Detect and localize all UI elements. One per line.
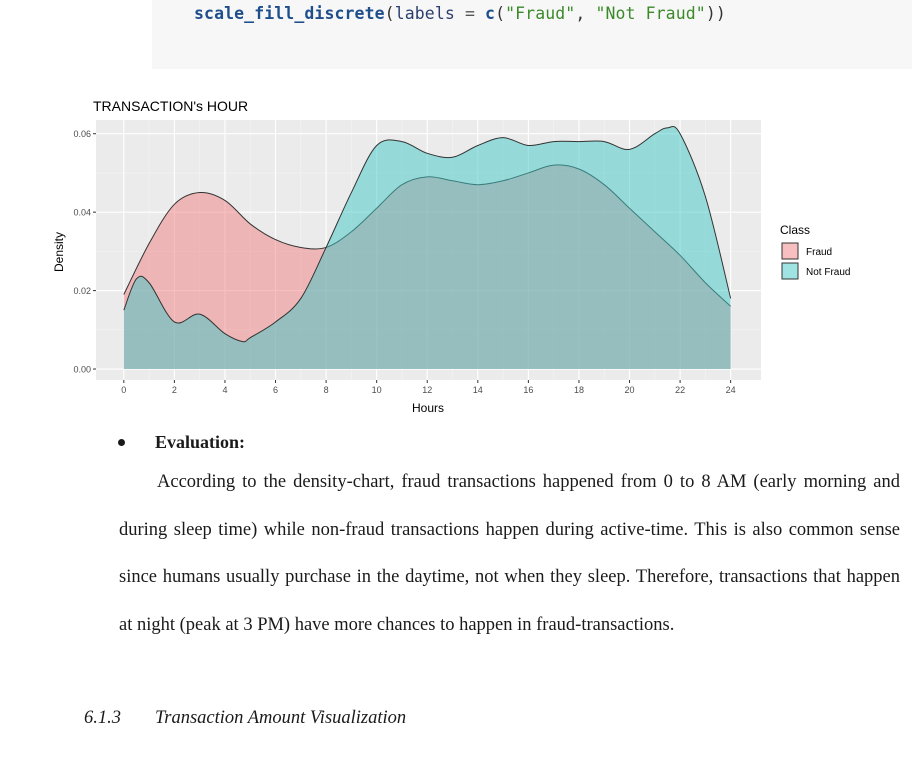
x-tick-label: 18	[574, 385, 584, 395]
bullet-item: Evaluation:	[118, 432, 245, 453]
x-tick-label: 8	[324, 385, 329, 395]
density-areas	[123, 126, 732, 370]
x-tick-label: 24	[726, 385, 736, 395]
evaluation-paragraph: According to the density-chart, fraud tr…	[119, 472, 900, 635]
code-function: scale_fill_discrete	[194, 4, 385, 23]
code-operator: =	[454, 4, 486, 23]
y-axis-label: Density	[52, 232, 66, 272]
code-close: ))	[705, 4, 726, 23]
code-line: scale_fill_discrete(labels = c("Fraud", …	[194, 4, 726, 23]
legend: Class Fraud Not Fraud	[780, 223, 850, 280]
x-tick-label: 2	[172, 385, 177, 395]
x-axis-label: Hours	[412, 401, 444, 415]
section-heading: 6.1.3 Transaction Amount Visualization	[84, 708, 406, 729]
section-number: 6.1.3	[84, 708, 121, 728]
y-tick-label: 0.04	[73, 208, 91, 218]
legend-title: Class	[780, 223, 810, 237]
x-tick-label: 10	[372, 385, 382, 395]
x-tick-label: 16	[523, 385, 533, 395]
x-tick-label: 12	[422, 385, 432, 395]
x-tick-label: 4	[222, 385, 227, 395]
code-string-fraud: "Fraud"	[505, 4, 576, 23]
y-tick-label: 0.00	[73, 365, 91, 375]
code-argument: labels	[394, 4, 455, 23]
code-block: scale_fill_discrete(labels = c("Fraud", …	[152, 0, 912, 69]
x-axis-ticks: 0 2 4 6 8 10 12 14 16 18 20 22 24	[121, 380, 736, 395]
code-c-function: c	[485, 4, 496, 23]
x-tick-label: 6	[273, 385, 278, 395]
chart-title: TRANSACTION's HOUR	[93, 98, 248, 114]
y-axis-ticks: 0.00 0.02 0.04 0.06	[73, 129, 96, 375]
code-string-not-fraud: "Not Fraud"	[595, 4, 706, 23]
y-tick-label: 0.06	[73, 129, 91, 139]
legend-key-fraud	[781, 242, 799, 260]
bullet-heading: Evaluation:	[155, 432, 246, 452]
legend-label-fraud: Fraud	[806, 247, 832, 258]
x-tick-label: 14	[473, 385, 483, 395]
area-line-not-fraud	[123, 126, 732, 343]
section-title: Transaction Amount Visualization	[155, 708, 407, 728]
area-fill-not-fraud	[123, 126, 731, 370]
bullet-icon	[118, 439, 125, 446]
x-tick-label: 0	[121, 385, 126, 395]
legend-key-not-fraud	[781, 262, 799, 280]
x-tick-label: 20	[625, 385, 635, 395]
legend-label-not-fraud: Not Fraud	[806, 267, 850, 278]
y-tick-label: 0.02	[73, 286, 91, 296]
code-separator: ,	[575, 4, 596, 23]
x-tick-label: 22	[675, 385, 685, 395]
